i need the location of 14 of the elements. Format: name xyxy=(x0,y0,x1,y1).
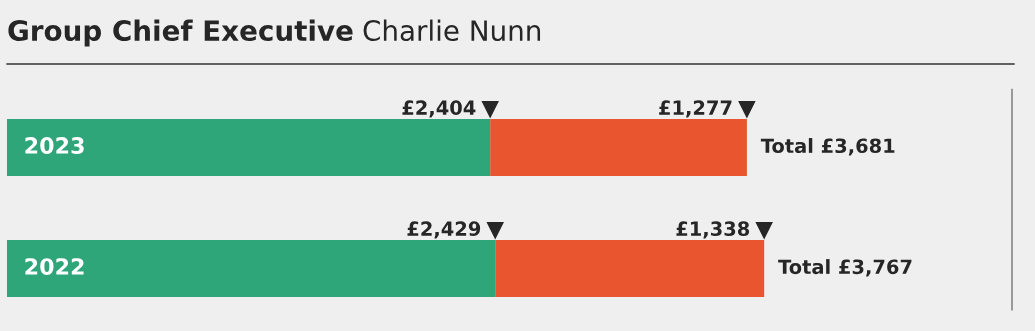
y-tick-label: 2023 xyxy=(25,137,84,154)
bar xyxy=(7,119,491,176)
total-label: Total £3,681 xyxy=(760,138,895,156)
data-label: £1,338 xyxy=(676,221,750,239)
data-label: £1,277 xyxy=(659,100,732,118)
data-label: £2,404 xyxy=(402,100,476,118)
bar xyxy=(495,240,765,297)
total-label: Total £3,767 xyxy=(778,259,912,277)
bar xyxy=(7,240,496,297)
y-tick-label: 2022 xyxy=(25,258,84,275)
chart-title: Group Chief Executive xyxy=(8,19,353,47)
bar xyxy=(490,119,747,176)
chart-subtitle: Charlie Nunn xyxy=(363,19,541,42)
data-label: £2,429 xyxy=(407,221,481,239)
